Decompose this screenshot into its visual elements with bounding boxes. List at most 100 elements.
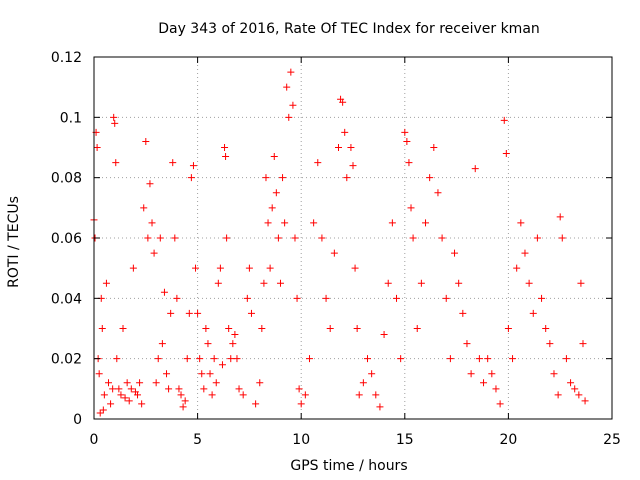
data-point: [355, 391, 363, 399]
data-point: [245, 264, 253, 272]
data-point: [533, 234, 541, 242]
data-point: [438, 234, 446, 242]
y-tick-label: 0.1: [60, 110, 82, 126]
data-point: [158, 340, 166, 348]
data-point: [347, 144, 355, 151]
data-point: [119, 325, 127, 332]
data-point: [471, 165, 479, 173]
data-points: [90, 68, 589, 417]
data-point: [380, 331, 388, 339]
data-point: [268, 204, 276, 212]
x-tick-label: 25: [603, 432, 621, 448]
x-tick-label: 10: [292, 432, 310, 448]
data-point: [364, 355, 372, 363]
data-point: [343, 174, 351, 182]
data-point: [291, 234, 299, 242]
data-point: [496, 400, 504, 408]
data-point: [368, 370, 376, 378]
data-point: [194, 309, 202, 317]
data-point: [463, 340, 471, 348]
data-point: [266, 264, 274, 272]
data-point: [407, 204, 415, 212]
data-point: [212, 379, 220, 387]
data-point: [198, 370, 206, 378]
data-point: [160, 288, 168, 296]
y-tick-label: 0.04: [51, 291, 82, 307]
data-point: [334, 144, 342, 151]
data-point: [109, 385, 117, 393]
data-point: [150, 249, 158, 257]
data-point: [202, 325, 210, 332]
data-point: [500, 116, 508, 124]
data-point: [113, 355, 121, 363]
x-axis-label: GPS time / hours: [290, 458, 407, 474]
data-point: [258, 325, 266, 332]
data-point: [107, 400, 115, 408]
data-point: [148, 219, 156, 227]
data-point: [171, 234, 179, 242]
data-point: [100, 391, 108, 399]
data-point: [542, 325, 550, 332]
data-point: [353, 325, 361, 332]
data-point: [138, 400, 146, 408]
data-point: [256, 379, 264, 387]
data-point: [117, 391, 125, 399]
data-point: [154, 355, 162, 363]
data-point: [455, 279, 463, 287]
data-point: [502, 150, 510, 158]
data-point: [196, 355, 204, 363]
data-point: [330, 249, 338, 257]
y-tick-label: 0.02: [51, 352, 82, 368]
data-point: [417, 279, 425, 287]
data-point: [225, 325, 233, 332]
data-point: [372, 391, 380, 399]
data-point: [167, 309, 175, 317]
data-point: [434, 189, 442, 197]
data-point: [558, 234, 566, 242]
data-point: [227, 355, 235, 363]
data-point: [110, 113, 118, 121]
data-point: [218, 361, 226, 369]
data-point: [480, 379, 488, 387]
data-point: [281, 219, 289, 227]
data-point: [538, 294, 546, 302]
data-point: [156, 234, 164, 242]
data-point: [581, 397, 589, 405]
y-tick-label: 0.08: [51, 171, 82, 187]
data-point: [200, 385, 208, 393]
data-point: [554, 391, 562, 399]
data-point: [93, 144, 101, 151]
data-point: [179, 403, 187, 411]
data-point: [451, 249, 459, 257]
data-point: [276, 279, 284, 287]
data-point: [405, 159, 413, 167]
data-point: [401, 128, 409, 136]
data-point: [173, 294, 181, 302]
data-point: [297, 400, 305, 408]
data-point: [274, 234, 282, 242]
data-point: [127, 385, 135, 393]
data-point: [146, 180, 154, 188]
data-point: [142, 137, 150, 145]
data-point: [121, 394, 129, 402]
data-point: [409, 234, 417, 242]
data-point: [293, 294, 301, 302]
data-point: [111, 119, 119, 127]
data-point: [129, 264, 137, 272]
data-point: [123, 379, 131, 387]
data-point: [349, 162, 357, 170]
data-point: [384, 279, 392, 287]
data-point: [223, 234, 231, 242]
data-point: [189, 162, 197, 170]
data-point: [115, 385, 123, 393]
data-point: [233, 355, 241, 363]
data-point: [287, 68, 295, 76]
data-point: [183, 355, 191, 363]
data-point: [513, 264, 521, 272]
data-point: [341, 128, 349, 136]
y-axis-label: ROTI / TECUs: [6, 196, 22, 288]
data-point: [562, 355, 570, 363]
data-point: [517, 219, 525, 227]
data-point: [403, 137, 411, 145]
